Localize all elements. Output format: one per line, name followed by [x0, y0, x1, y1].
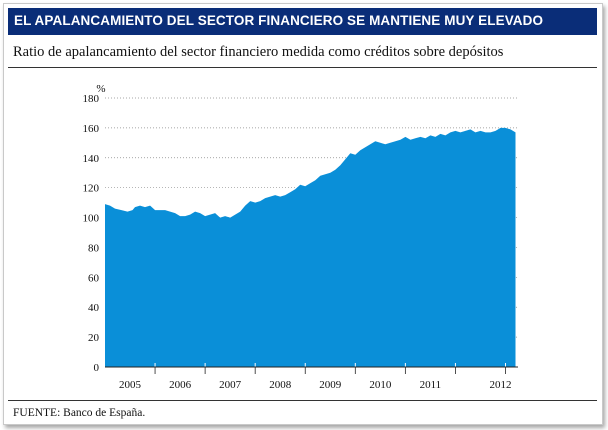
x-tick-label-2009: 2009	[319, 379, 342, 391]
title-bar: EL APALANCAMIENTO DEL SECTOR FINANCIERO …	[8, 8, 597, 35]
y-tick-label-180: 180	[83, 93, 100, 105]
y-tick-label-140: 140	[83, 153, 100, 165]
x-tick-label-2008: 2008	[269, 379, 292, 391]
y-tick-label-0: 0	[94, 362, 100, 374]
y-tick-label-120: 120	[83, 183, 100, 195]
area-series	[105, 127, 516, 368]
y-tick-label-80: 80	[88, 242, 100, 254]
plot-layer: 0 20 40 60 80 100 120 140 160 180% 2005 2006 2007 200…	[83, 83, 518, 391]
y-axis-unit-label: %	[96, 83, 105, 95]
y-tick-label-40: 40	[88, 302, 100, 314]
chart-frame: EL APALANCAMIENTO DEL SECTOR FINANCIERO …	[3, 3, 603, 425]
source-note: FUENTE: Banco de España.	[13, 407, 146, 419]
x-tick-label-2007: 2007	[219, 379, 242, 391]
y-tick-label-160: 160	[83, 123, 100, 135]
chart-svg: 0 20 40 60 80 100 120 140 160 180% 2005 2006 2007 200…	[83, 83, 518, 391]
x-tick-label-2012: 2012	[489, 379, 511, 391]
chart-title: EL APALANCAMIENTO DEL SECTOR FINANCIERO …	[14, 13, 544, 28]
chart-subtitle: Ratio de apalancamiento del sector finan…	[13, 44, 504, 60]
x-tick-label-2006: 2006	[169, 379, 192, 391]
x-tick-label-2011: 2011	[420, 379, 442, 391]
x-tick-label-2005: 2005	[119, 379, 142, 391]
y-tick-label-20: 20	[88, 332, 100, 344]
subtitle-divider	[8, 67, 597, 68]
y-tick-label-60: 60	[88, 272, 100, 284]
x-tick-label-2010: 2010	[369, 379, 392, 391]
y-tick-label-100: 100	[83, 213, 100, 225]
footer-divider	[8, 400, 597, 401]
